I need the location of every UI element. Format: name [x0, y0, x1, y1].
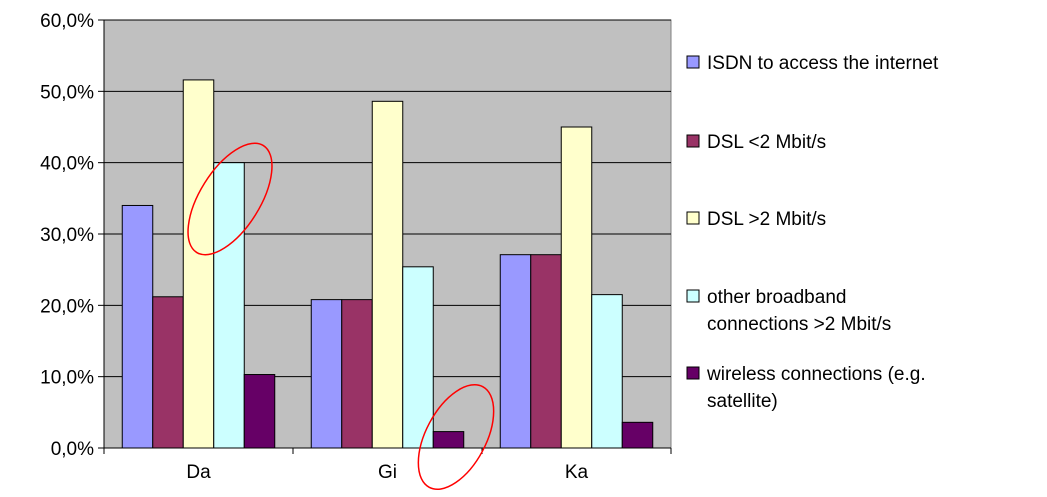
- x-tick-label: Gi: [378, 462, 397, 483]
- bar: [371, 100, 404, 449]
- y-tick-label: 30,0%: [40, 225, 94, 246]
- x-tick-label: Da: [186, 462, 211, 483]
- bar: [121, 204, 154, 449]
- bar: [530, 254, 562, 449]
- highlight-ellipse-da: [187, 142, 273, 256]
- bar: [432, 431, 465, 449]
- legend-label: wireless connections (e.g.: [706, 364, 926, 385]
- legend-swatch: [686, 289, 700, 303]
- y-tick-label: 0,0%: [51, 439, 94, 460]
- y-tick-label: 20,0%: [40, 296, 94, 317]
- bar: [341, 299, 373, 449]
- y-axis-ticks: 0,0% 10,0% 20,0% 30,0% 40,0% 50,0% 60,0%: [40, 11, 104, 460]
- legend-swatch: [686, 366, 700, 380]
- x-axis-labels: Da Gi Ka: [186, 462, 588, 483]
- highlight-ellipse-gi: [417, 383, 495, 491]
- bar: [243, 374, 276, 449]
- bar: [499, 254, 532, 449]
- legend-label: DSL <2 Mbit/s: [707, 132, 826, 153]
- bar-series-group: [121, 79, 654, 449]
- legend-swatch: [686, 211, 700, 225]
- bar: [213, 162, 245, 449]
- bar: [621, 421, 654, 449]
- y-tick-label: 10,0%: [40, 368, 94, 389]
- legend-label: DSL >2 Mbit/s: [707, 209, 826, 230]
- bar: [310, 299, 343, 449]
- legend-label: ISDN to access the internet: [707, 53, 939, 74]
- legend-swatch: [686, 134, 700, 148]
- bar: [560, 126, 593, 449]
- legend-label: other broadband: [707, 287, 846, 308]
- legend-label: satellite): [707, 391, 778, 412]
- bar: [402, 266, 434, 449]
- annotations: [187, 142, 495, 491]
- y-tick-label: 40,0%: [40, 154, 94, 175]
- legend-swatch: [686, 55, 700, 69]
- legend: ISDN to access the internet DSL <2 Mbit/s…: [686, 53, 939, 412]
- y-tick-label: 50,0%: [40, 82, 94, 103]
- bar: [182, 79, 215, 449]
- x-tick-label: Ka: [565, 462, 589, 483]
- bar: [152, 296, 184, 449]
- bar: [591, 294, 623, 449]
- y-tick-label: 60,0%: [40, 11, 94, 32]
- legend-label: connections >2 Mbit/s: [707, 314, 891, 335]
